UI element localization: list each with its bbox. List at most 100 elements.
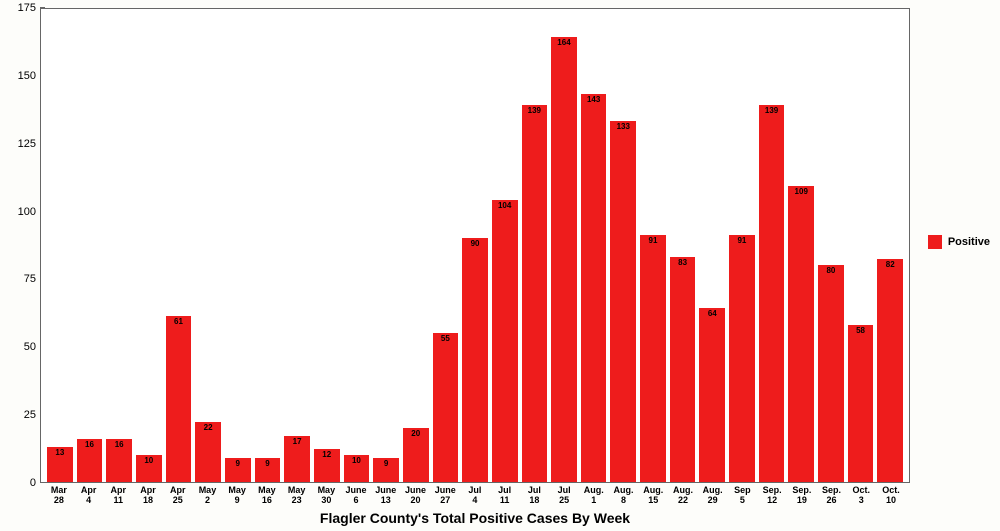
x-tick-label: Apr 4 [74,485,104,506]
y-tick-label: 50 [0,341,36,353]
bar-value-label: 10 [344,457,370,465]
bar: 91 [640,235,666,482]
bar-slot: 164 [549,9,579,482]
bar-value-label: 20 [403,430,429,438]
bar: 104 [492,200,518,482]
x-tick-label: May 9 [222,485,252,506]
bar-slot: 90 [460,9,490,482]
bar: 9 [255,458,281,482]
bar-slot: 10 [134,9,164,482]
bar: 91 [729,235,755,482]
bar-value-label: 13 [47,449,73,457]
bar-value-label: 109 [788,188,814,196]
bar-value-label: 133 [610,123,636,131]
bar-slot: 133 [608,9,638,482]
bar-slot: 9 [253,9,283,482]
bar-value-label: 91 [729,237,755,245]
bar-slot: 55 [431,9,461,482]
bar: 10 [136,455,162,482]
bar: 64 [699,308,725,482]
x-tick-label: Sep. 19 [787,485,817,506]
bar-slot: 9 [223,9,253,482]
plot-area: 1316161061229917121092055901041391641431… [40,8,910,483]
x-tick-label: June 20 [401,485,431,506]
bar: 133 [610,121,636,482]
x-tick-label: May 2 [193,485,223,506]
bar-slot: 9 [371,9,401,482]
legend-label: Positive [948,236,990,248]
bar-value-label: 9 [225,460,251,468]
x-tick-label: Sep 5 [728,485,758,506]
bar-slot: 139 [520,9,550,482]
bar-slot: 139 [757,9,787,482]
bar-slot: 82 [875,9,905,482]
bar: 13 [47,447,73,482]
bar: 22 [195,422,221,482]
x-tick-label: Mar 28 [44,485,74,506]
bar: 90 [462,238,488,482]
bar: 164 [551,37,577,482]
bar: 20 [403,428,429,482]
bar-value-label: 9 [255,460,281,468]
x-tick-label: Apr 18 [133,485,163,506]
y-tick-label: 25 [0,409,36,421]
bar-value-label: 164 [551,39,577,47]
bar-value-label: 16 [77,441,103,449]
bar-value-label: 139 [759,107,785,115]
x-tick-label: May 23 [282,485,312,506]
legend: Positive [928,235,990,249]
bar-slot: 80 [816,9,846,482]
x-tick-label: Aug. 29 [698,485,728,506]
bar-value-label: 10 [136,457,162,465]
bar-value-label: 17 [284,438,310,446]
bar-slot: 58 [846,9,876,482]
x-tick-label: May 30 [311,485,341,506]
bar: 16 [77,439,103,482]
bar: 139 [759,105,785,482]
bar-slot: 17 [282,9,312,482]
y-axis-ticks: 0255075100125150175 [0,8,40,483]
bar-value-label: 143 [581,96,607,104]
x-tick-label: Jul 4 [460,485,490,506]
bar-slot: 104 [490,9,520,482]
x-tick-label: Oct. 3 [846,485,876,506]
y-tick-label: 75 [0,273,36,285]
x-tick-label: Apr 11 [103,485,133,506]
bar-value-label: 9 [373,460,399,468]
bar-slot: 64 [697,9,727,482]
x-tick-label: Aug. 1 [579,485,609,506]
bar: 139 [522,105,548,482]
bar: 83 [670,257,696,482]
bar: 109 [788,186,814,482]
bar-value-label: 104 [492,202,518,210]
bar: 55 [433,333,459,482]
x-tick-label: Jul 25 [549,485,579,506]
bar-value-label: 80 [818,267,844,275]
x-tick-label: Aug. 8 [609,485,639,506]
bar-value-label: 12 [314,451,340,459]
bar-value-label: 82 [877,261,903,269]
bar-value-label: 55 [433,335,459,343]
y-tick-label: 150 [0,70,36,82]
chart-title: Flagler County's Total Positive Cases By… [40,510,910,526]
x-axis-labels: Mar 28Apr 4Apr 11Apr 18Apr 25May 2May 9M… [40,485,910,506]
bar-slot: 61 [164,9,194,482]
x-tick-label: Jul 18 [520,485,550,506]
bar: 82 [877,259,903,482]
bar-slot: 12 [312,9,342,482]
x-tick-label: Aug. 15 [638,485,668,506]
bar-value-label: 139 [522,107,548,115]
bar-slot: 10 [342,9,372,482]
x-tick-label: Apr 25 [163,485,193,506]
y-tick-label: 125 [0,138,36,150]
bar-value-label: 83 [670,259,696,267]
x-tick-label: May 16 [252,485,282,506]
legend-swatch [928,235,942,249]
bar-value-label: 22 [195,424,221,432]
bar-slot: 143 [579,9,609,482]
bar-value-label: 64 [699,310,725,318]
bar-value-label: 61 [166,318,192,326]
bar: 143 [581,94,607,482]
x-tick-label: Aug. 22 [668,485,698,506]
bar-slot: 20 [401,9,431,482]
